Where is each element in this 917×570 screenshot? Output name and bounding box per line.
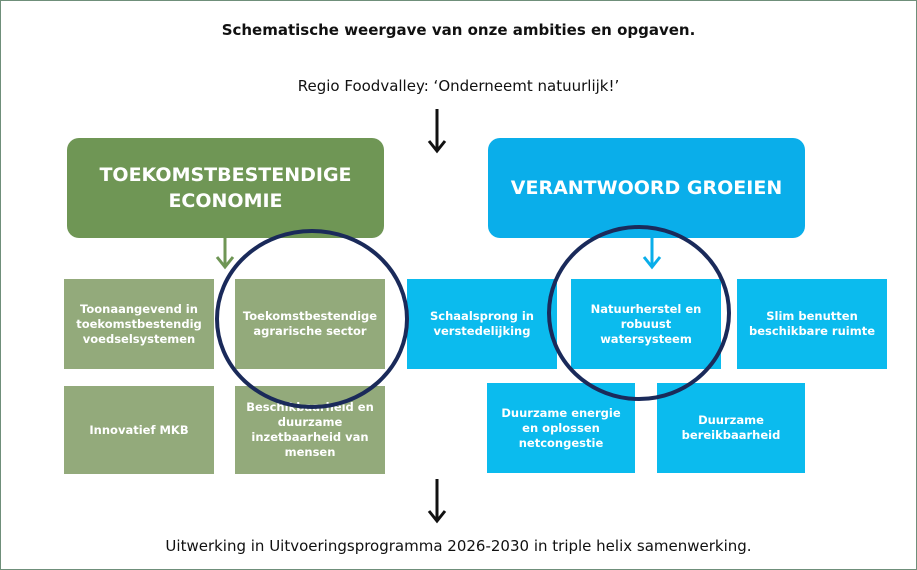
box: Toekomstbestendige agrarische sector <box>235 279 385 369</box>
box: Innovatief MKB <box>64 386 214 474</box>
left-heading: TOEKOMSTBESTENDIGE ECONOMIE <box>67 138 384 238</box>
arrow <box>642 238 662 270</box>
box: Schaalsprong in verstedelijking <box>407 279 557 369</box>
box: Duurzame bereikbaarheid <box>657 383 805 473</box>
footer: Uitwerking in Uitvoeringsprogramma 2026-… <box>165 537 752 555</box>
box: Slim benutten beschikbare ruimte <box>737 279 887 369</box>
arrow <box>215 238 235 270</box>
box: Beschikbaarheid en duurzame inzetbaarhei… <box>235 386 385 474</box>
arrow <box>427 479 447 524</box>
title: Schematische weergave van onze ambities … <box>221 21 696 39</box>
right-heading: VERANTWOORD GROEIEN <box>488 138 805 238</box>
box: Natuurherstel en robuust watersysteem <box>571 279 721 369</box>
arrow <box>427 109 447 154</box>
box: Duurzame energie en oplossen netcongesti… <box>487 383 635 473</box>
subtitle: Regio Foodvalley: ‘Onderneemt natuurlijk… <box>297 77 620 95</box>
box: Toonaangevend in toekomstbestendig voeds… <box>64 279 214 369</box>
